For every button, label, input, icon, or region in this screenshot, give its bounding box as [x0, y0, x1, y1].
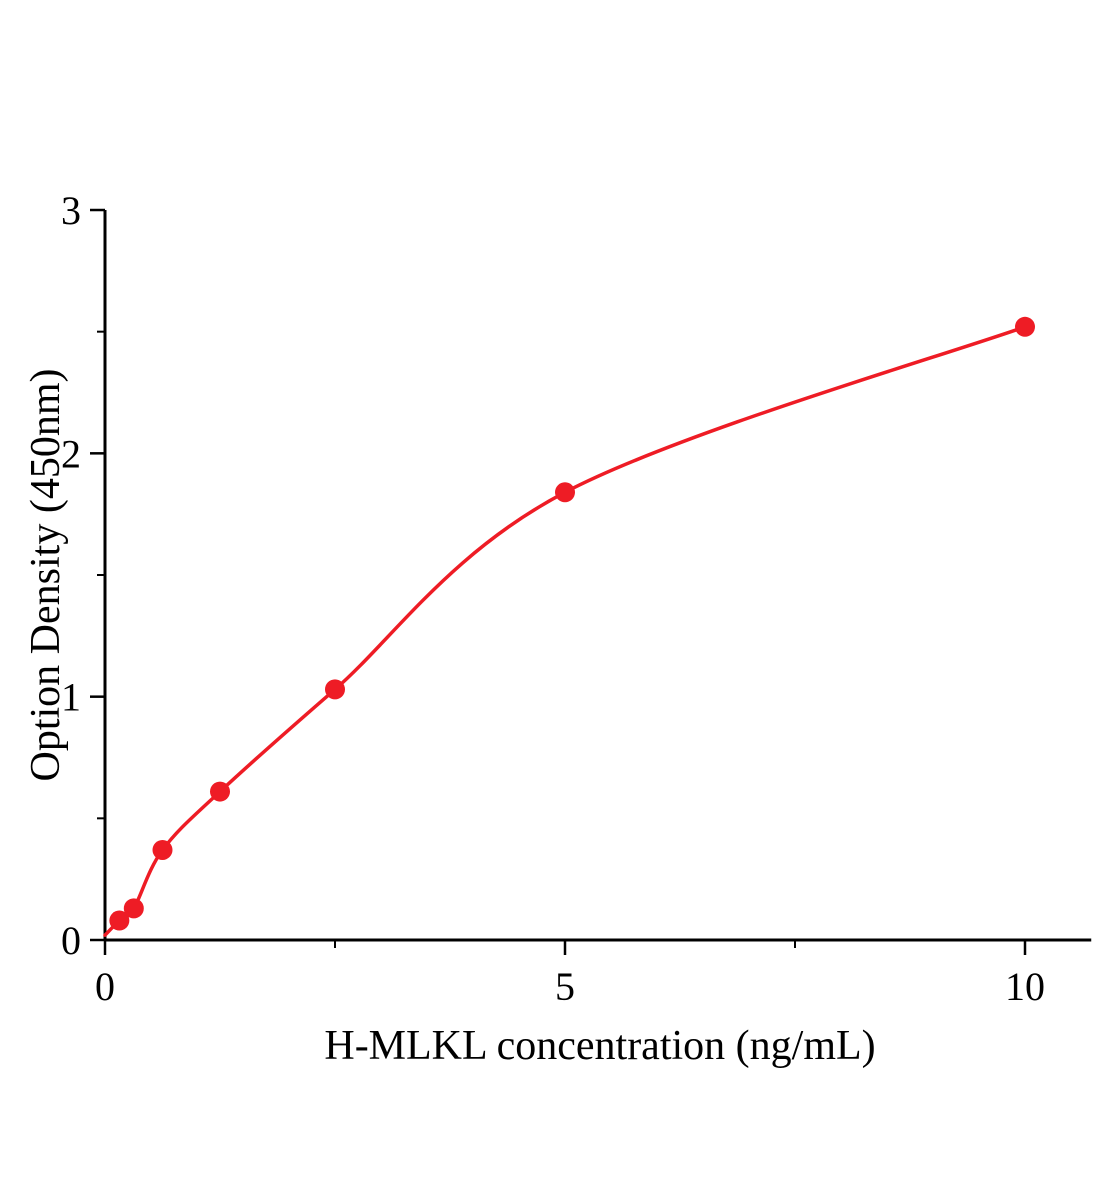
- y-axis-title: Option Density (450nm): [23, 368, 69, 782]
- x-axis-title: H-MLKL concentration (ng/mL): [324, 1023, 876, 1069]
- y-axis-tick-label: 2: [61, 431, 81, 476]
- data-point: [325, 679, 345, 700]
- data-point: [152, 839, 173, 860]
- data-point: [1015, 316, 1035, 337]
- y-axis-tick-label: 0: [61, 918, 81, 963]
- x-axis-tick-label: 0: [95, 964, 115, 1009]
- fit-curve: [103, 325, 1027, 937]
- x-axis-tick-label: 5: [555, 964, 575, 1009]
- data-point: [123, 898, 144, 919]
- data-point: [210, 781, 230, 802]
- y-axis-tick-label: 3: [61, 188, 81, 233]
- y-axis-tick-label: 1: [61, 675, 81, 720]
- x-axis-tick-label: 10: [1005, 964, 1045, 1009]
- data-point: [109, 910, 130, 931]
- data-point: [555, 482, 575, 503]
